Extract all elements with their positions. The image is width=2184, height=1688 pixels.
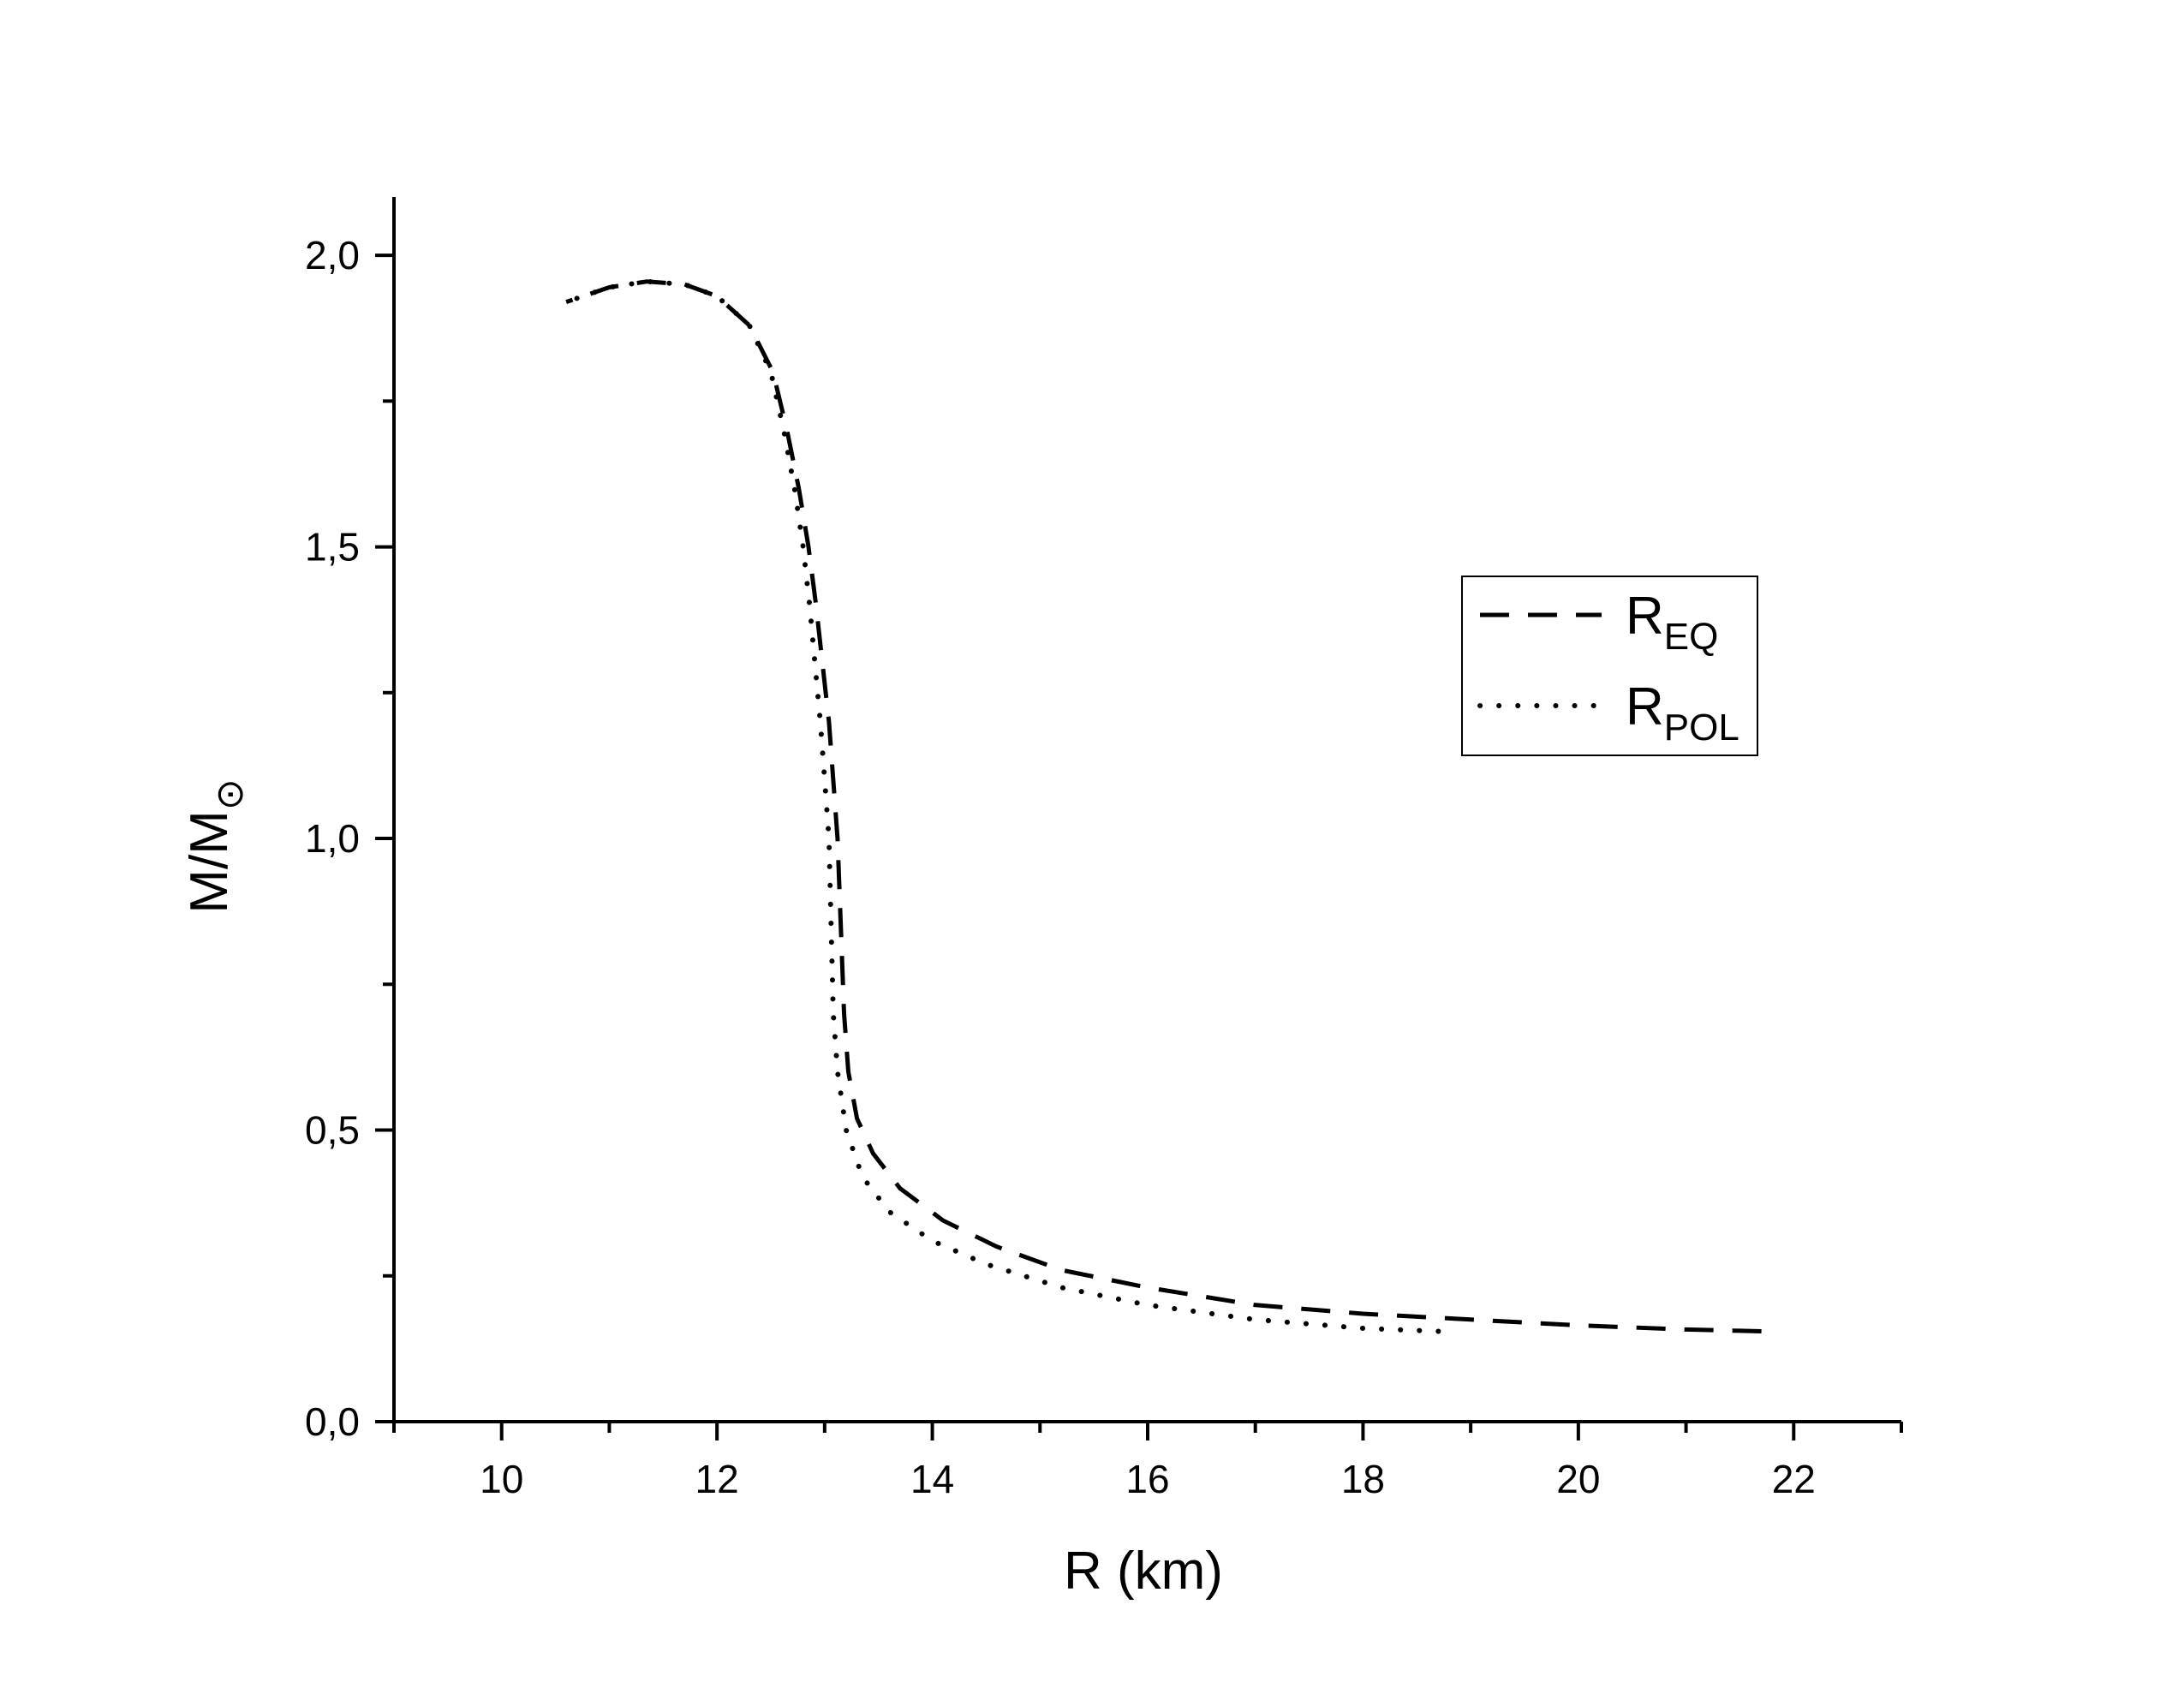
plot-area	[564, 278, 1762, 1334]
legend-label-req-subscript: EQ	[1664, 616, 1719, 658]
x-tick-label: 10	[480, 1457, 523, 1501]
legend-label-rpol-subscript: POL	[1664, 707, 1739, 749]
legend: REQ RPOL	[1461, 576, 1758, 756]
y-axis-title-subscript: ⊙	[209, 778, 251, 810]
legend-box	[1461, 576, 1758, 756]
y-axis-title-base: M/M	[180, 810, 239, 914]
y-tick-label: 0,5	[305, 1108, 360, 1153]
x-tick-label: 12	[695, 1457, 739, 1501]
x-axis-title: R (km)	[1064, 1542, 1223, 1601]
y-tick-label: 2,0	[305, 233, 360, 277]
x-tick-label: 18	[1341, 1457, 1385, 1501]
series-line-eq	[565, 279, 1762, 1333]
x-tick-label: 20	[1556, 1457, 1600, 1501]
x-tick-label: 16	[1125, 1457, 1169, 1501]
series-line-pol	[564, 278, 1441, 1334]
legend-label-rpol: RPOL	[1626, 677, 1739, 749]
legend-label-req: REQ	[1626, 587, 1718, 658]
y-tick-label: 1,5	[305, 525, 360, 570]
y-tick-label: 0,0	[305, 1399, 360, 1444]
legend-label-rpol-base: R	[1626, 677, 1664, 737]
x-tick-label: 14	[910, 1457, 954, 1501]
y-tick-label: 1,0	[305, 816, 360, 861]
axis-ticks: 10 12 14 16 18 20 22 0,0 0,5 1,0 1,5 2,0	[305, 233, 1903, 1501]
y-axis-title: M/M⊙	[180, 778, 251, 913]
x-tick-label: 22	[1772, 1457, 1816, 1501]
legend-label-req-base: R	[1626, 587, 1664, 646]
